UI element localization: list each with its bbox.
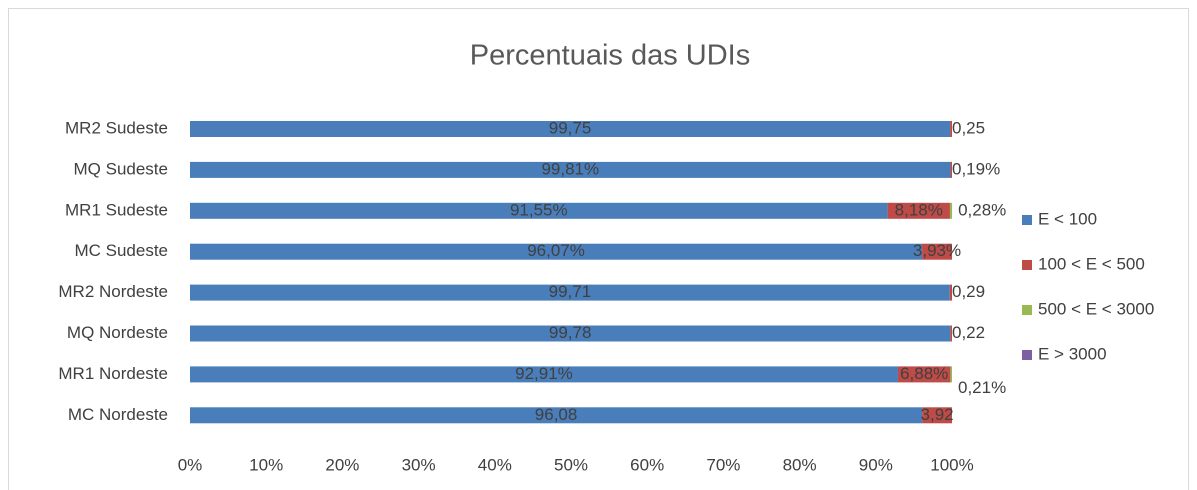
data-label: 96,07% <box>527 241 585 260</box>
data-label: 0,28% <box>958 200 1006 219</box>
data-label: 92,91% <box>515 364 573 383</box>
bar-segment <box>950 325 952 342</box>
bar-segment <box>190 121 951 137</box>
y-tick-label: MQ Sudeste <box>74 159 169 178</box>
y-tick-label: MR2 Nordeste <box>58 282 168 301</box>
data-label: 0,29 <box>952 282 985 301</box>
x-tick-label: 80% <box>783 455 817 474</box>
bar-segment <box>190 407 923 424</box>
x-tick-label: 100% <box>930 455 973 474</box>
bar-segment <box>887 202 950 219</box>
bar-segment <box>949 202 953 219</box>
bar-segment <box>190 325 951 342</box>
bar-segment <box>950 121 952 137</box>
legend-label: E < 100 <box>1038 209 1097 228</box>
data-label: 8,18% <box>895 200 943 219</box>
data-label: 0,25 <box>952 118 985 137</box>
bar-segment <box>922 407 952 424</box>
data-label: 99,81% <box>541 159 599 178</box>
legend-swatch <box>1022 260 1032 270</box>
data-label: 6,88% <box>900 364 948 383</box>
data-label: 99,71 <box>549 282 592 301</box>
bar-segment <box>190 366 898 383</box>
data-label: 0,19% <box>952 159 1000 178</box>
data-label: 99,78 <box>549 323 592 342</box>
legend-label: E > 3000 <box>1038 344 1107 363</box>
data-label: 0,22 <box>952 323 985 342</box>
bar-segment <box>190 284 950 301</box>
legend-swatch <box>1022 305 1032 315</box>
bar-segment <box>949 284 952 301</box>
data-label: 99,75 <box>549 118 592 137</box>
x-tick-label: 50% <box>554 455 588 474</box>
bar-segment <box>190 243 923 260</box>
data-label: 91,55% <box>510 200 568 219</box>
x-tick-label: 70% <box>706 455 740 474</box>
chart-title: Percentuais das UDIs <box>470 40 750 72</box>
y-tick-label: MR2 Sudeste <box>65 118 168 137</box>
y-tick-label: MC Sudeste <box>74 241 168 260</box>
legend-label: 100 < E < 500 <box>1038 254 1145 273</box>
bar-segment <box>897 366 951 383</box>
bar-segment <box>950 161 952 178</box>
data-label: 3,92 <box>921 405 954 424</box>
x-tick-label: 60% <box>630 455 664 474</box>
bar-segment <box>922 243 952 260</box>
x-tick-label: 40% <box>478 455 512 474</box>
y-tick-label: MR1 Nordeste <box>58 364 168 383</box>
data-label: 0,21% <box>958 378 1006 397</box>
bar-segment <box>190 161 951 178</box>
x-tick-label: 90% <box>859 455 893 474</box>
y-tick-label: MR1 Sudeste <box>65 200 168 219</box>
x-tick-label: 10% <box>249 455 283 474</box>
x-tick-label: 30% <box>402 455 436 474</box>
data-label: 3,93% <box>913 241 961 260</box>
bar-segment <box>950 366 952 383</box>
data-label: 96,08 <box>535 405 578 424</box>
x-tick-label: 0% <box>178 455 203 474</box>
y-tick-label: MC Nordeste <box>68 405 168 424</box>
legend-swatch <box>1022 215 1032 225</box>
y-tick-label: MQ Nordeste <box>67 323 168 342</box>
legend-label: 500 < E < 3000 <box>1038 299 1154 318</box>
legend-swatch <box>1022 350 1032 360</box>
bar-segment <box>190 202 888 219</box>
x-tick-label: 20% <box>325 455 359 474</box>
